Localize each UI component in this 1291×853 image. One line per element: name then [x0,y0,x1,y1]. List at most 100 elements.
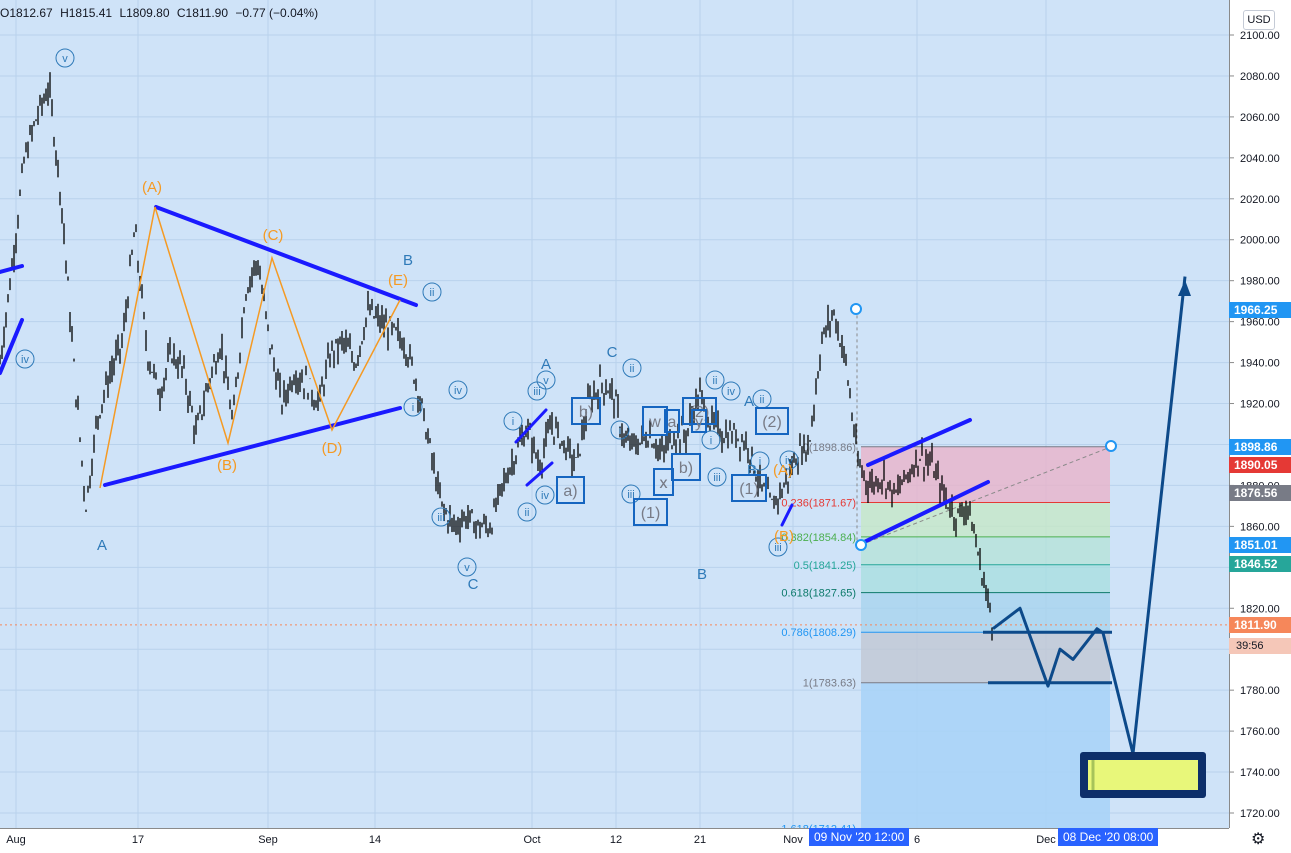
time-tick-label: Nov [783,834,803,846]
wave-label-circle [457,557,477,577]
wave-label-circle [610,420,630,440]
channel-upper-line [866,418,972,467]
wave-label-text: i [512,416,514,428]
chart-canvas[interactable]: 0(1898.86) 0.236(1871.67) 0.382(1854.84) 0.… [0,0,1229,828]
fib-level-label: 0.5(1841.25) [794,560,856,572]
price-tick-label: 1980.00 [1240,276,1280,288]
wave-label-text: v [543,375,549,387]
gear-icon[interactable]: ⚙ [1251,831,1266,848]
price-label-gray: 1876.56 [1229,485,1291,501]
wave-label-circle [621,484,641,504]
wave-label-box-text: a [668,414,677,431]
time-tick-label: 21 [694,834,706,846]
price-tick-label: 1720.00 [1240,808,1280,820]
wave-label-plain: B [403,252,413,269]
time-tick-label: 6 [914,834,920,846]
time-tick-label: 12 [610,834,622,846]
wave-label-circle [768,537,788,557]
price-tick-label: 1780.00 [1240,685,1280,697]
fib-level-label: 0(1898.86) [803,442,856,454]
fib-level-label: 1(1783.63) [803,678,856,690]
price-tick-label: 1820.00 [1240,603,1280,615]
time-axis[interactable]: Aug 17 Sep 14 Oct 12 21 Nov 6 Dec [0,828,1229,848]
wave-label-text: i [412,402,414,414]
price-tick-label: 1740.00 [1240,767,1280,779]
price-tick-label: 1760.00 [1240,726,1280,738]
wave-label-plain: A [97,537,107,554]
ohlc-high: H1815.41 [60,6,113,20]
channel-line [780,503,794,527]
wave-label-box [691,409,707,433]
wave-label-plain: C [468,576,479,593]
ohlc-legend: O1812.67 H1815.41 L1809.80 C1811.90 −0.7… [0,6,322,26]
wave-label-box [642,406,668,436]
wave-label-text: ii [525,507,530,519]
wave-label-text: i [710,435,712,447]
time-tick-label: 17 [132,834,144,846]
target-box-fill [1088,760,1198,790]
price-tick-label: 1940.00 [1240,358,1280,370]
wave-label-circle [517,502,537,522]
wave-label-box [633,498,668,526]
wave-label-text: iii [627,489,634,501]
wave-label-box-text: b) [679,460,693,477]
wave-label-text: iii [533,386,540,398]
wave-label-text: ii [713,375,718,387]
wave-label-circle [503,411,523,431]
price-tick-label: 2020.00 [1240,194,1280,206]
wave-label-text: v [464,562,470,574]
wave-label-circle [721,381,741,401]
orange-zigzag [99,206,401,489]
wave-label-box [556,476,585,504]
wave-label-box [731,474,767,502]
wave-label-box-text: b) [579,404,593,421]
wave-label-text: ii [630,363,635,375]
time-tick-label: Sep [258,834,278,846]
wave-label-box [682,397,717,425]
price-label-blue-low: 1851.01 [1229,537,1291,553]
wave-label-circle [750,451,770,471]
price-axis[interactable]: 2100.00 2080.00 2060.00 2040.00 2020.00 2000.… [1229,0,1291,828]
wave-label-orange: (C) [263,227,284,244]
wave-label-box-text: w [648,414,661,431]
wave-label-circle [55,48,75,68]
fib-level-label: 1.618(1712.41) [781,824,856,828]
wave-label-circle [403,397,423,417]
wave-label-text: iii [713,472,720,484]
anchor-point [855,539,867,551]
wave-label-text: v [62,53,68,65]
channel-lower-line [856,480,990,547]
trendline-drawings [0,205,1117,551]
price-tick-label: 1960.00 [1240,317,1280,329]
wave-label-circle [431,507,451,527]
price-tick-label: 2060.00 [1240,112,1280,124]
time-tick-label: 14 [369,834,381,846]
wave-label-text: iii [774,542,781,554]
ohlc-change: −0.77 (−0.04%) [235,6,319,20]
wave-label-circle [707,467,727,487]
wave-label-box [755,407,789,435]
ohlc-close: C1811.90 [176,6,229,20]
anchor-point [850,303,862,315]
range-end-date: 08 Dec '20 08:00 [1058,828,1159,846]
wave-label-plain: A [744,393,754,410]
wave-label-box-text: (1) [739,481,759,498]
wave-label-circle [422,282,442,302]
wave-label-circle [705,370,725,390]
wave-label-text: iv [21,354,29,366]
wave-label-box-text: (1) [641,505,661,522]
price-tick-label: 1860.00 [1240,521,1280,533]
wave-label-circle [622,358,642,378]
fib-level-label: 0.618(1827.65) [781,588,856,600]
wave-label-text: iv [785,455,793,467]
trendline [0,318,24,375]
price-label-fib-zero: 1898.86 [1229,439,1291,455]
wave-label-plain: B [747,462,757,479]
wave-label-text: iv [541,490,549,502]
price-tick-label: 2040.00 [1240,153,1280,165]
currency-badge[interactable]: USD [1243,10,1275,30]
wave-label-box-text: x [660,475,668,492]
wave-label-box-text: (2) [762,414,782,431]
